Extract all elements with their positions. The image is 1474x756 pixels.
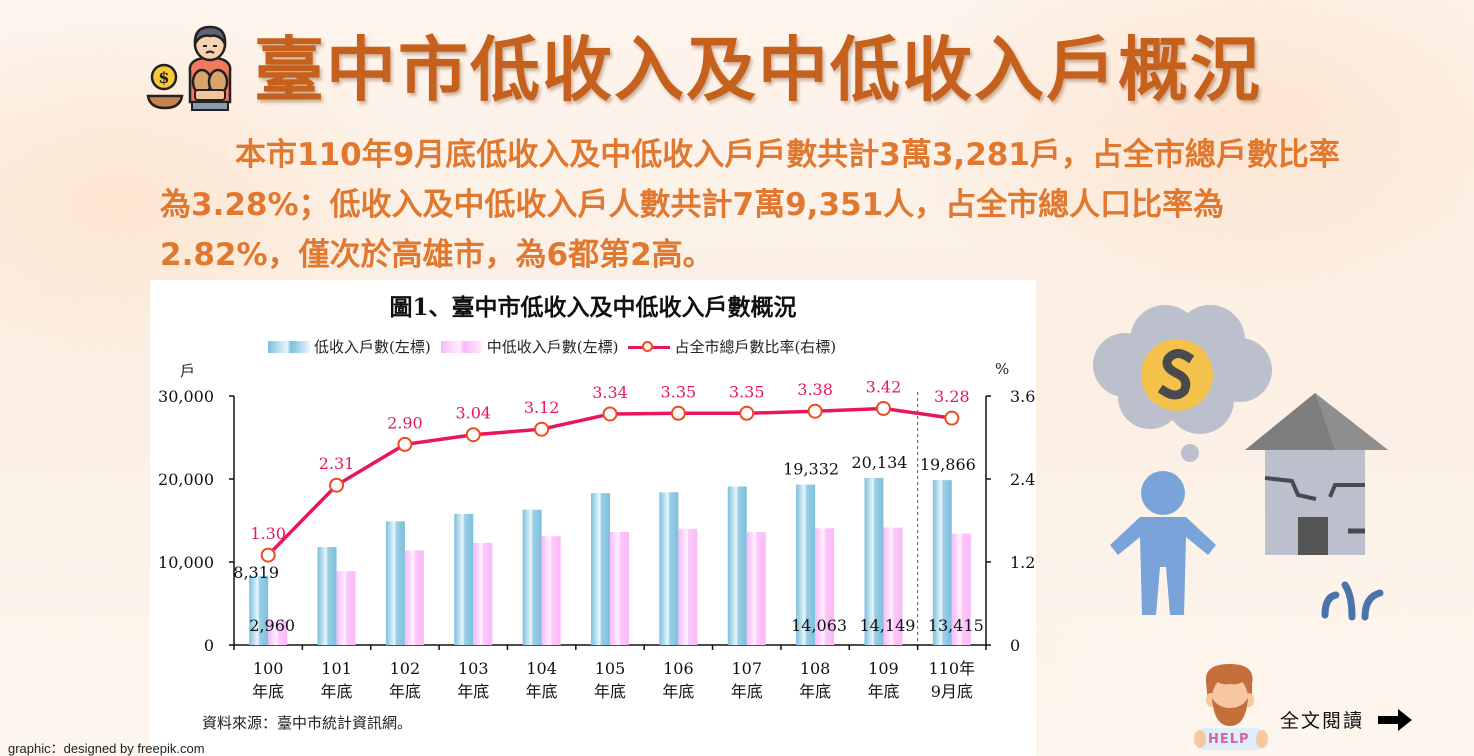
svg-text:1.20: 1.20 [1010, 553, 1036, 572]
person-thinking-money-broken-house-icon [1080, 305, 1410, 625]
svg-text:104: 104 [526, 659, 557, 678]
svg-text:3.35: 3.35 [729, 382, 765, 401]
svg-text:8,319: 8,319 [233, 563, 279, 582]
svg-text:19,332: 19,332 [783, 460, 839, 479]
left-axis-unit: 戶 [180, 362, 196, 380]
page-header: $ 臺中市低收入及中低收入戶概況 [140, 22, 1262, 118]
svg-text:年底: 年底 [389, 682, 421, 701]
legend-swatch-blue [268, 340, 310, 353]
svg-text:3.38: 3.38 [797, 380, 833, 399]
svg-text:2.40: 2.40 [1010, 470, 1036, 489]
svg-text:19,866: 19,866 [920, 455, 976, 474]
svg-text:101: 101 [321, 659, 352, 678]
svg-text:13,415: 13,415 [928, 616, 984, 635]
svg-text:3.35: 3.35 [661, 382, 697, 401]
svg-text:年底: 年底 [731, 682, 763, 701]
svg-text:年底: 年底 [321, 682, 353, 701]
svg-text:30,000: 30,000 [158, 387, 214, 406]
page-title: 臺中市低收入及中低收入戶概況 [254, 29, 1262, 111]
svg-text:0: 0 [1010, 636, 1020, 655]
legend-item-mid-low-income: 中低收入戶數(左標) [440, 336, 619, 357]
data-source: 資料來源：臺中市統計資訊網。 [202, 714, 413, 732]
combo-chart: 0 10,000 20,000 30,000 0 1.20 2.40 3.60 100 年底 101… [158, 377, 1036, 701]
svg-text:107: 107 [731, 659, 762, 678]
legend-label: 低收入戶數(左標) [314, 338, 431, 356]
person-icon [1110, 471, 1216, 615]
svg-text:3.04: 3.04 [455, 404, 491, 423]
svg-text:3.12: 3.12 [524, 398, 560, 417]
svg-text:14,063: 14,063 [791, 616, 847, 635]
svg-text:3.42: 3.42 [866, 377, 902, 396]
intro-paragraph: 本市110年9月底低收入及中低收入戶戶數共計3萬3,281戶，占全市總戶數比率為… [160, 137, 1340, 273]
svg-text:109: 109 [868, 659, 899, 678]
legend-line-marker-icon [628, 340, 671, 353]
graphic-credit: graphic：designed by freepik.com [8, 741, 205, 756]
chart-title: 圖1、臺中市低收入及中低收入戶數概況 [389, 294, 797, 321]
svg-text:105: 105 [595, 659, 626, 678]
svg-text:20,000: 20,000 [158, 470, 214, 489]
svg-text:108: 108 [800, 659, 831, 678]
legend-label: 占全市總戶數比率(右標) [674, 338, 837, 356]
svg-text:9月底: 9月底 [931, 682, 973, 701]
legend-label: 中低收入戶數(左標) [486, 338, 619, 356]
read-more-label: 全文閱讀 [1280, 710, 1365, 732]
right-axis-unit: % [995, 360, 1010, 378]
svg-text:1.30: 1.30 [250, 524, 286, 543]
svg-text:3.60: 3.60 [1010, 387, 1036, 406]
legend-item-low-income: 低收入戶數(左標) [268, 336, 431, 357]
poor-person-coin-icon: $ [140, 22, 240, 118]
svg-text:110年: 110年 [929, 659, 976, 678]
svg-text:年底: 年底 [526, 682, 558, 701]
svg-text:2.90: 2.90 [387, 413, 423, 432]
svg-text:0: 0 [204, 636, 214, 655]
chart-legend: 低收入戶數(左標) 中低收入戶數(左標) 占全市總戶數比率(右標) [268, 336, 846, 357]
svg-text:10,000: 10,000 [158, 553, 214, 572]
help-person-icon: HELP [1192, 662, 1272, 752]
chart-panel: 圖1、臺中市低收入及中低收入戶數概況 低收入戶數(左標) 中低收入戶數(左標) … [150, 280, 1036, 756]
svg-text:3.34: 3.34 [592, 383, 628, 402]
read-more-link[interactable]: 全文閱讀 [1280, 706, 1413, 733]
help-badge: HELP [1208, 732, 1250, 747]
arrow-right-icon [1378, 708, 1413, 731]
crack-splash-icon [1321, 581, 1384, 621]
svg-text:2.31: 2.31 [319, 454, 355, 473]
svg-text:2,960: 2,960 [249, 616, 295, 635]
svg-text:100: 100 [253, 659, 284, 678]
svg-text:102: 102 [390, 659, 421, 678]
svg-text:年底: 年底 [799, 682, 831, 701]
svg-text:20,134: 20,134 [851, 453, 907, 472]
svg-text:3.28: 3.28 [934, 387, 970, 406]
svg-text:年底: 年底 [457, 682, 489, 701]
svg-text:年底: 年底 [594, 682, 626, 701]
legend-item-ratio: 占全市總戶數比率(右標) [628, 336, 836, 357]
broken-house-icon [1245, 393, 1388, 555]
svg-text:103: 103 [458, 659, 489, 678]
svg-text:14,149: 14,149 [859, 616, 915, 635]
svg-text:年底: 年底 [867, 682, 899, 701]
svg-text:年底: 年底 [662, 682, 694, 701]
svg-text:$: $ [158, 68, 169, 87]
svg-text:106: 106 [663, 659, 694, 678]
svg-text:年底: 年底 [252, 682, 284, 701]
legend-swatch-pink [440, 340, 483, 353]
